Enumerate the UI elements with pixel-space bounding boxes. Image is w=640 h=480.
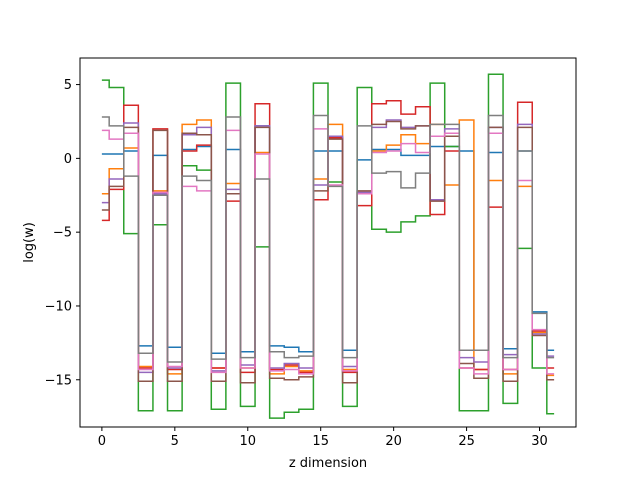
- y-tick-label: −15: [45, 373, 72, 388]
- x-tick-label: 20: [385, 434, 402, 449]
- y-ticks: 5 0 −5 −10 −15: [45, 78, 80, 388]
- x-tick-label: 30: [531, 434, 548, 449]
- plot-frame: [79, 57, 577, 428]
- x-tick-label: 0: [98, 434, 106, 449]
- x-axis-label: z dimension: [289, 456, 367, 471]
- y-tick-label: −10: [45, 299, 72, 314]
- x-tick-label: 25: [458, 434, 475, 449]
- y-axis-label: log(w): [22, 222, 37, 263]
- x-tick-label: 15: [312, 434, 329, 449]
- x-tick-label: 10: [239, 434, 256, 449]
- x-ticks: 0 5 10 15 20 25 30: [98, 427, 548, 449]
- y-tick-label: 0: [64, 152, 72, 167]
- series-layer: [101, 73, 555, 419]
- y-tick-label: 5: [64, 78, 72, 93]
- x-tick-label: 5: [171, 434, 179, 449]
- y-tick-label: −5: [53, 226, 72, 241]
- series-line-3: [101, 73, 555, 419]
- series-line-8: [101, 114, 555, 363]
